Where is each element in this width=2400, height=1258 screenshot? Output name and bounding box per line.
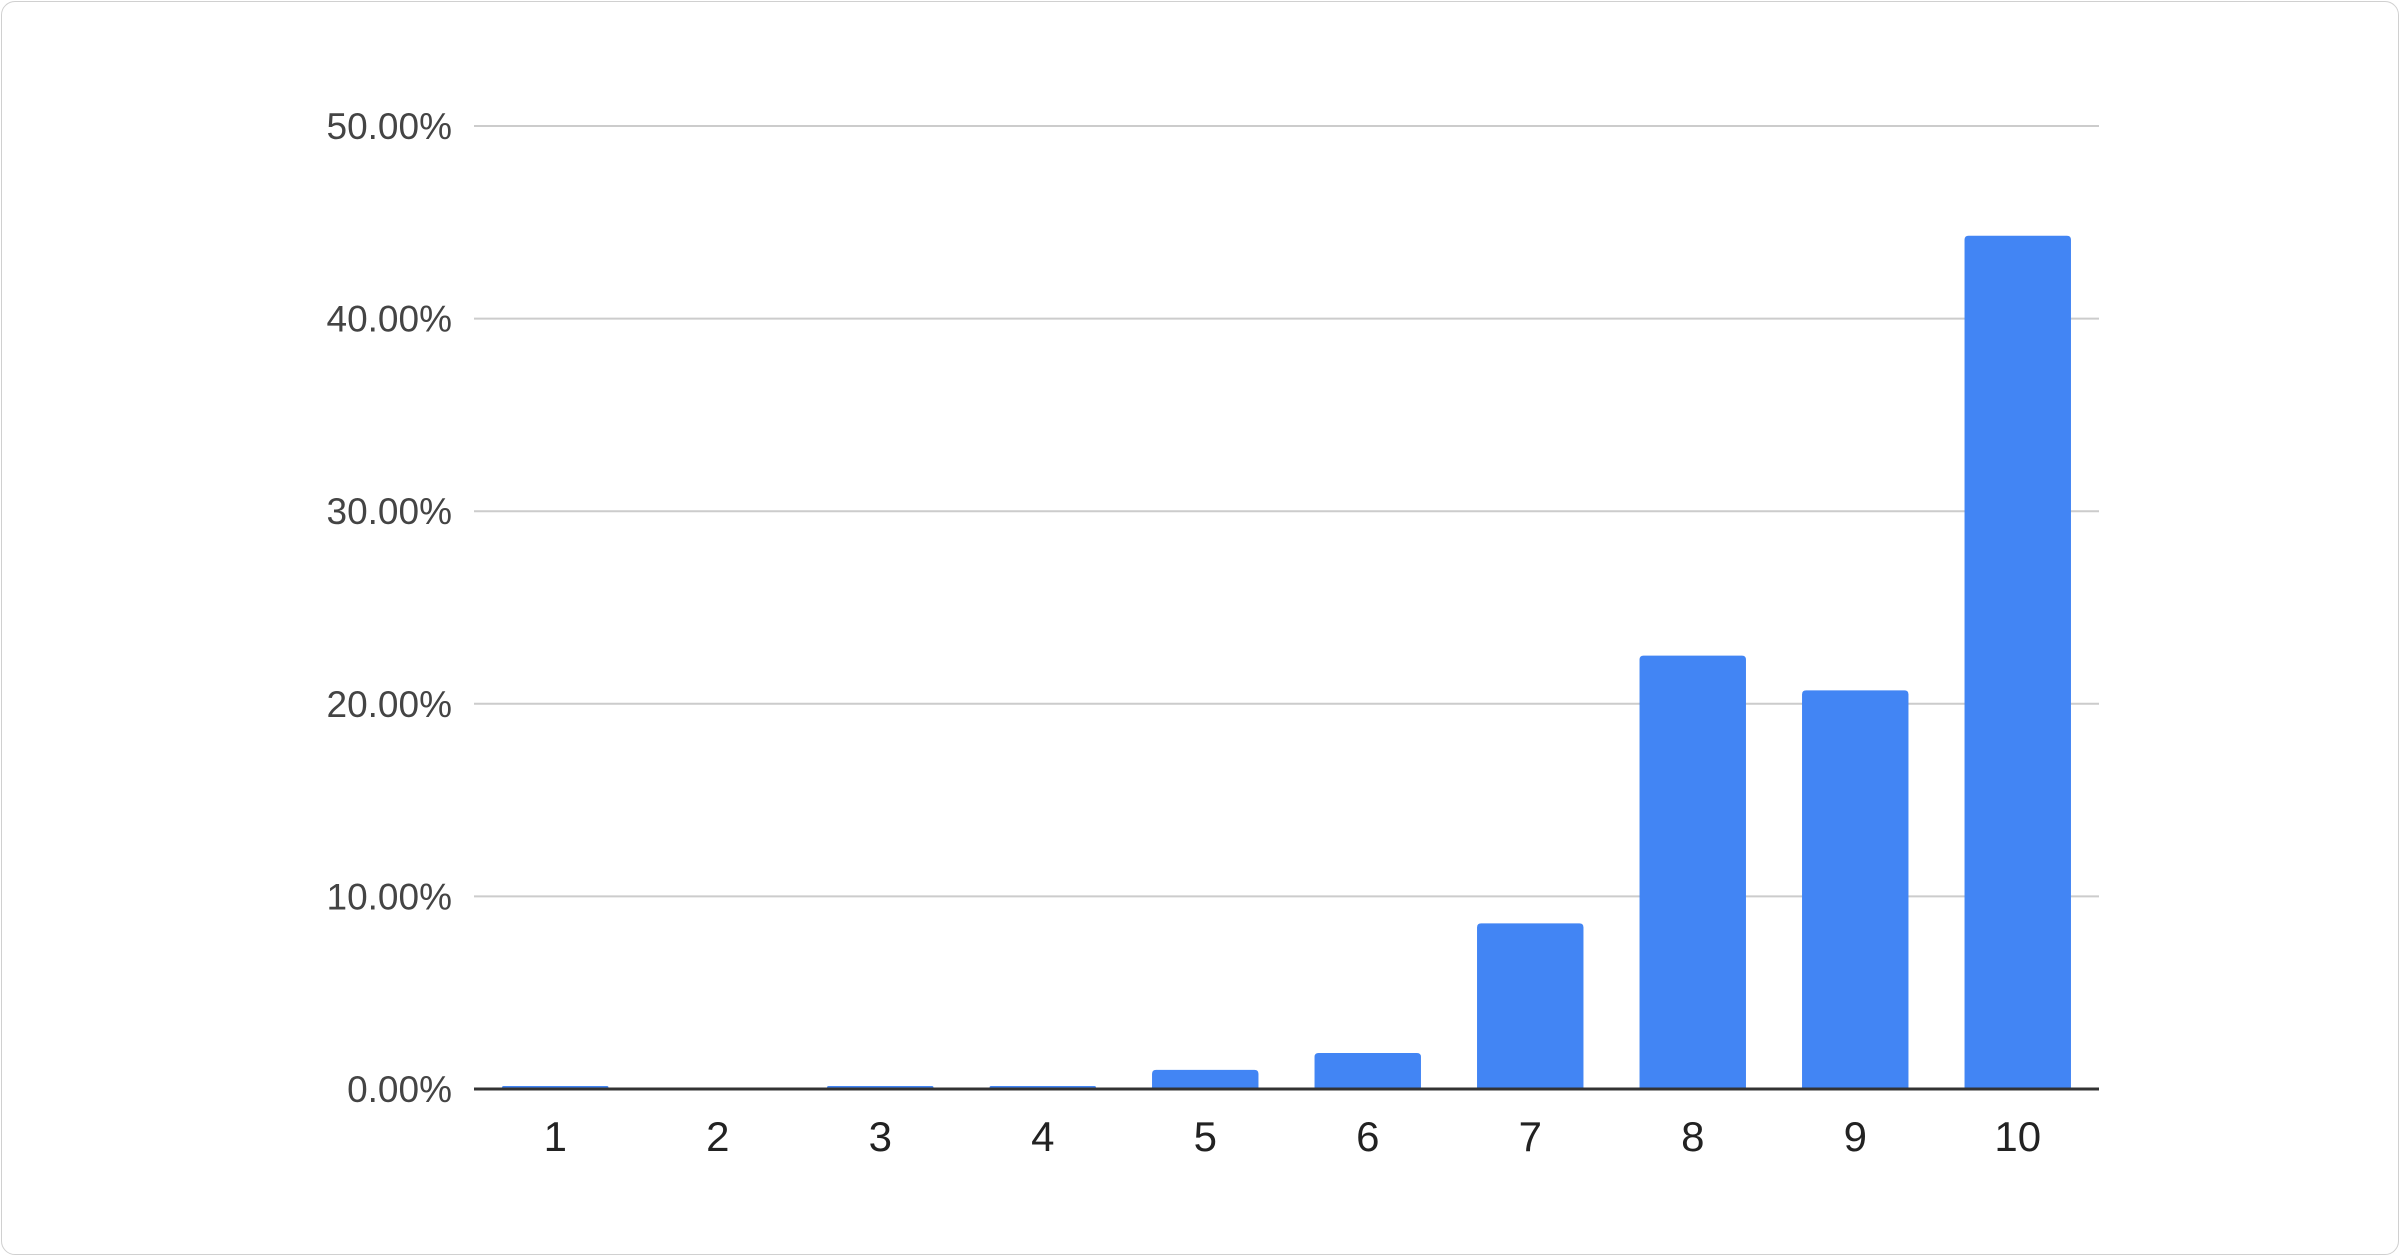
bar-8 [1639,655,1746,1089]
x-tick-label: 7 [1519,1113,1542,1160]
bar-10 [1964,235,2071,1090]
bar-6 [1314,1052,1421,1089]
x-tick-label: 6 [1356,1113,1379,1160]
bar-7 [1477,923,1584,1089]
x-tick-label: 2 [706,1113,729,1160]
y-tick-label: 10.00% [327,876,453,917]
x-tick-label: 10 [1994,1113,2041,1160]
bar-9 [1802,690,1909,1089]
y-tick-label: 0.00% [347,1069,452,1110]
x-tick-label: 1 [544,1113,567,1160]
y-tick-label: 30.00% [327,491,453,532]
x-tick-label: 4 [1031,1113,1054,1160]
y-tick-label: 50.00% [327,106,453,147]
x-tick-label: 9 [1844,1113,1867,1160]
x-tick-label: 5 [1194,1113,1217,1160]
bar-5 [1152,1069,1259,1089]
x-tick-label: 3 [869,1113,892,1160]
y-tick-label: 40.00% [327,299,453,340]
y-tick-label: 20.00% [327,684,453,725]
x-tick-label: 8 [1681,1113,1704,1160]
